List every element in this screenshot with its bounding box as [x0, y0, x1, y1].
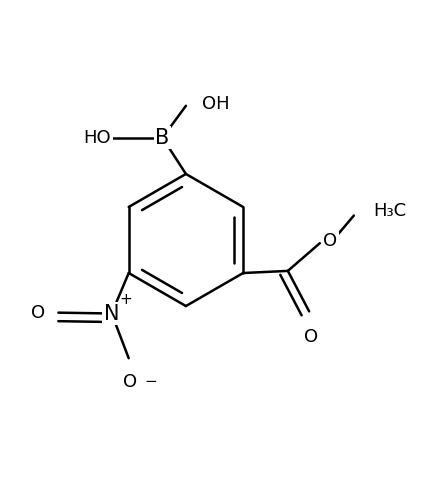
Text: OH: OH — [202, 95, 230, 113]
Text: HO: HO — [84, 129, 111, 147]
Text: H₃C: H₃C — [373, 202, 406, 220]
Text: O: O — [323, 232, 337, 250]
Text: N: N — [104, 303, 119, 324]
Text: O: O — [122, 373, 137, 391]
Text: −: − — [144, 374, 157, 389]
Text: B: B — [155, 128, 169, 148]
Text: O: O — [32, 304, 46, 322]
Text: O: O — [304, 327, 319, 346]
Text: +: + — [119, 292, 132, 307]
